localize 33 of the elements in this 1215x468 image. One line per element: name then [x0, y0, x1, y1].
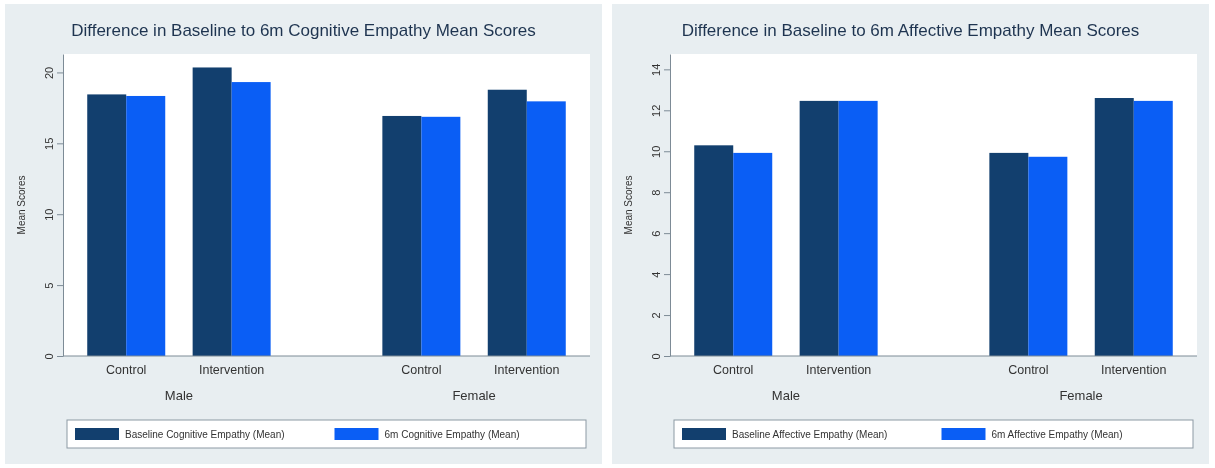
text: Male	[164, 388, 194, 403]
text: Male	[771, 388, 801, 403]
y-tick-label: 20	[42, 66, 55, 80]
chart-title: Difference in Baseline to 6m Cognitive Empathy Mean Scores	[71, 21, 536, 40]
x-tick-label: Control	[401, 363, 442, 377]
y-axis-title: Mean Scores	[623, 175, 634, 235]
legend-label: 6m Affective Empathy (Mean)	[991, 429, 1123, 440]
y-tick-label: 12	[649, 104, 662, 117]
x-tick-label: Control	[713, 363, 754, 377]
x-tick-label: Intervention	[1101, 363, 1167, 377]
y-tick-label: 14	[649, 63, 662, 76]
y-tick-label: 10	[649, 145, 662, 158]
chart-title: Difference in Baseline to 6m Affective Empathy Mean Scores	[681, 21, 1140, 40]
y-tick-label: 2	[649, 312, 662, 319]
legend-label: 6m Cognitive Empathy (Mean)	[384, 429, 520, 440]
y-tick-label: 0	[42, 353, 55, 360]
y-tick-label: 4	[649, 271, 662, 278]
text: Female	[452, 388, 496, 403]
text: Female	[1059, 388, 1103, 403]
y-tick-label: 10	[42, 208, 55, 221]
x-tick-label: Intervention	[805, 363, 872, 377]
y-tick-label: 8	[649, 189, 662, 196]
y-tick-label: 6	[649, 230, 662, 237]
y-tick-label: 0	[649, 353, 662, 360]
y-axis-title: Mean Scores	[16, 175, 27, 235]
x-tick-label: Control	[1008, 363, 1049, 377]
legend-label: Baseline Cognitive Empathy (Mean)	[125, 429, 285, 440]
x-tick-label: Intervention	[494, 363, 560, 377]
legend-label: Baseline Affective Empathy (Mean)	[732, 429, 888, 440]
x-tick-label: Intervention	[198, 363, 265, 377]
y-tick-label: 5	[42, 282, 55, 289]
x-tick-label: Control	[106, 363, 147, 377]
y-tick-label: 15	[42, 137, 55, 150]
